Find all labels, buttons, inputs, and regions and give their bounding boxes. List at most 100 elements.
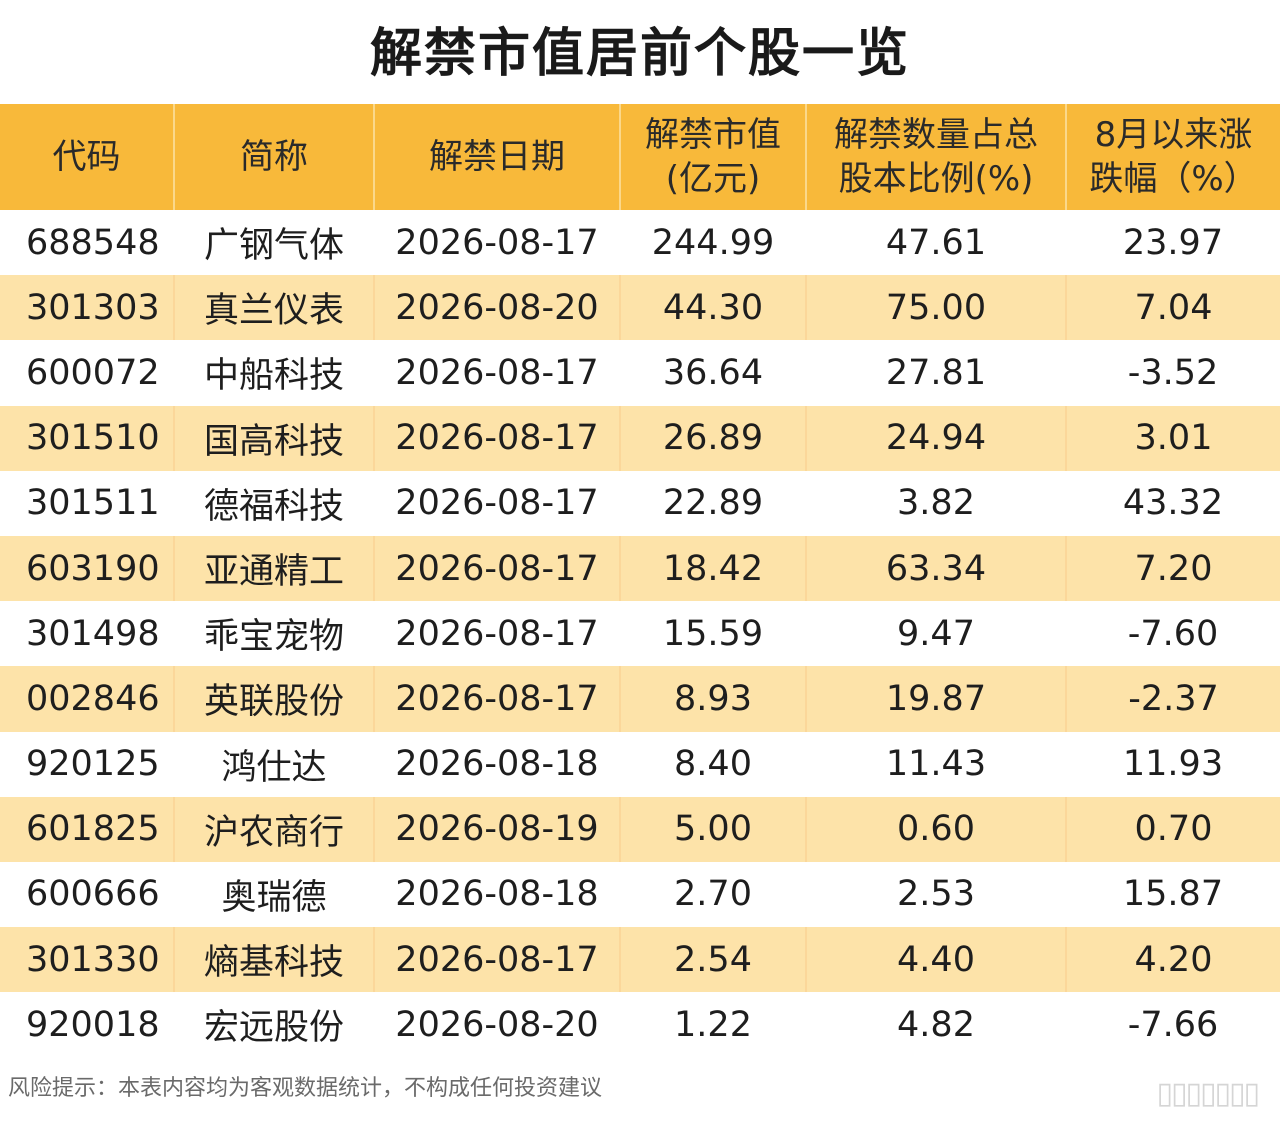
cell-unlock-date: 2026-08-17 bbox=[395, 352, 599, 393]
cell-share-ratio: 0.60 bbox=[805, 796, 1066, 862]
cell-share-ratio: 24.94 bbox=[805, 405, 1066, 471]
table-row: 688548 广钢气体 2026-08-17 244.99 47.61 23.97 bbox=[0, 210, 1280, 275]
cell-share-ratio: 11.43 bbox=[885, 744, 987, 785]
cell-price-change: 7.04 bbox=[1065, 275, 1280, 341]
cell-name: 亚通精工 bbox=[173, 535, 374, 602]
cell-code: 301330 bbox=[0, 927, 174, 993]
watermark-logo: ▯▯▯▯▯▯▯ bbox=[1156, 1076, 1260, 1111]
cell-share-ratio: 4.82 bbox=[897, 1004, 975, 1045]
cell-price-change: 15.87 bbox=[1122, 874, 1224, 915]
cell-name: 英联股份 bbox=[173, 666, 374, 732]
cell-share-ratio: 19.87 bbox=[805, 666, 1066, 732]
header-unlock-value: 解禁市值 (亿元) bbox=[620, 104, 807, 210]
cell-unlock-value: 1.22 bbox=[674, 1004, 752, 1045]
cell-unlock-date: 2026-08-17 bbox=[373, 405, 620, 471]
table-row: 603190 亚通精工 2026-08-17 18.42 63.34 7.20 bbox=[0, 535, 1280, 602]
unlock-table: 代码 简称 解禁日期 解禁市值 (亿元) 解禁数量占总 股本比例(%) 8月以来涨跌… bbox=[0, 104, 1280, 1057]
cell-unlock-value: 44.30 bbox=[619, 275, 806, 341]
cell-code: 601825 bbox=[0, 796, 174, 862]
cell-price-change: 43.32 bbox=[1122, 483, 1224, 524]
table-row: 301511 德福科技 2026-08-17 22.89 3.82 43.32 bbox=[0, 471, 1280, 536]
table-row: 600666 奥瑞德 2026-08-18 2.70 2.53 15.87 bbox=[0, 862, 1280, 927]
cell-unlock-date: 2026-08-19 bbox=[373, 796, 620, 862]
cell-unlock-value: 26.89 bbox=[619, 405, 806, 471]
cell-unlock-date: 2026-08-18 bbox=[395, 874, 599, 915]
cell-share-ratio: 75.00 bbox=[805, 275, 1066, 341]
cell-code: 600666 bbox=[26, 874, 160, 915]
table-row: 301510 国高科技 2026-08-17 26.89 24.94 3.01 bbox=[0, 405, 1280, 471]
cell-unlock-date: 2026-08-18 bbox=[395, 744, 599, 785]
header-price-change: 8月以来涨 跌幅（%） bbox=[1066, 104, 1280, 210]
cell-unlock-value: 244.99 bbox=[651, 222, 775, 263]
table-header-row: 代码 简称 解禁日期 解禁市值 (亿元) 解禁数量占总 股本比例(%) 8月以来涨跌… bbox=[0, 104, 1280, 210]
cell-price-change: 23.97 bbox=[1122, 222, 1224, 263]
cell-unlock-date: 2026-08-20 bbox=[395, 1004, 599, 1045]
cell-share-ratio: 4.40 bbox=[805, 927, 1066, 993]
cell-share-ratio: 47.61 bbox=[885, 222, 987, 263]
table-row: 301498 乖宝宠物 2026-08-17 15.59 9.47 -7.60 bbox=[0, 601, 1280, 666]
cell-share-ratio: 27.81 bbox=[885, 352, 987, 393]
cell-unlock-value: 18.42 bbox=[619, 535, 806, 602]
cell-name: 宏远股份 bbox=[203, 1008, 344, 1049]
cell-name: 广钢气体 bbox=[203, 226, 344, 267]
cell-code: 603190 bbox=[0, 535, 174, 602]
cell-code: 920125 bbox=[26, 744, 160, 785]
cell-unlock-date: 2026-08-17 bbox=[373, 666, 620, 732]
table-row: 600072 中船科技 2026-08-17 36.64 27.81 -3.52 bbox=[0, 340, 1280, 405]
cell-unlock-date: 2026-08-17 bbox=[395, 222, 599, 263]
cell-name: 中船科技 bbox=[203, 356, 344, 397]
table-row: 301330 熵基科技 2026-08-17 2.54 4.40 4.20 bbox=[0, 927, 1280, 993]
header-name: 简称 bbox=[174, 104, 375, 210]
cell-price-change: -7.60 bbox=[1127, 613, 1219, 654]
table-row: 601825 沪农商行 2026-08-19 5.00 0.60 0.70 bbox=[0, 796, 1280, 862]
cell-price-change: 7.20 bbox=[1065, 535, 1280, 602]
page-title: 解禁市值居前个股一览 bbox=[369, 24, 910, 84]
cell-name: 德福科技 bbox=[203, 486, 344, 527]
cell-code: 920018 bbox=[26, 1004, 160, 1045]
cell-name: 奥瑞德 bbox=[221, 877, 327, 918]
table-row: 002846 英联股份 2026-08-17 8.93 19.87 -2.37 bbox=[0, 666, 1280, 732]
cell-unlock-date: 2026-08-17 bbox=[395, 483, 599, 524]
cell-price-change: 4.20 bbox=[1065, 927, 1280, 993]
cell-code: 301498 bbox=[26, 613, 160, 654]
cell-unlock-date: 2026-08-17 bbox=[395, 613, 599, 654]
cell-share-ratio: 2.53 bbox=[897, 874, 975, 915]
cell-code: 600072 bbox=[26, 352, 160, 393]
cell-unlock-value: 15.59 bbox=[662, 613, 764, 654]
cell-name: 国高科技 bbox=[173, 405, 374, 471]
table-row: 920018 宏远股份 2026-08-20 1.22 4.82 -7.66 bbox=[0, 992, 1280, 1057]
header-code: 代码 bbox=[0, 104, 175, 210]
cell-code: 301303 bbox=[0, 275, 174, 341]
table-row: 301303 真兰仪表 2026-08-20 44.30 75.00 7.04 bbox=[0, 275, 1280, 341]
cell-code: 002846 bbox=[0, 666, 174, 732]
cell-code: 688548 bbox=[26, 222, 160, 263]
cell-name: 熵基科技 bbox=[173, 927, 374, 993]
header-unlock-date: 解禁日期 bbox=[374, 104, 621, 210]
cell-price-change: 11.93 bbox=[1122, 744, 1224, 785]
cell-price-change: -3.52 bbox=[1127, 352, 1219, 393]
cell-unlock-value: 8.93 bbox=[619, 666, 806, 732]
cell-unlock-date: 2026-08-17 bbox=[373, 927, 620, 993]
cell-name: 鸿仕达 bbox=[221, 747, 327, 788]
cell-unlock-value: 2.70 bbox=[674, 874, 752, 915]
cell-unlock-value: 2.54 bbox=[619, 927, 806, 993]
cell-share-ratio: 3.82 bbox=[897, 483, 975, 524]
cell-unlock-value: 36.64 bbox=[662, 352, 764, 393]
table-row: 920125 鸿仕达 2026-08-18 8.40 11.43 11.93 bbox=[0, 732, 1280, 797]
cell-unlock-value: 5.00 bbox=[619, 796, 806, 862]
cell-code: 301510 bbox=[0, 405, 174, 471]
cell-name: 沪农商行 bbox=[173, 796, 374, 862]
cell-unlock-value: 8.40 bbox=[674, 744, 752, 785]
cell-name: 真兰仪表 bbox=[173, 275, 374, 341]
cell-code: 301511 bbox=[26, 483, 160, 524]
cell-price-change: -7.66 bbox=[1127, 1004, 1219, 1045]
risk-disclaimer: 风险提示：本表内容均为客观数据统计，不构成任何投资建议 bbox=[8, 1076, 603, 1101]
cell-unlock-value: 22.89 bbox=[662, 483, 764, 524]
cell-price-change: -2.37 bbox=[1065, 666, 1280, 732]
cell-unlock-date: 2026-08-20 bbox=[373, 275, 620, 341]
header-share-ratio: 解禁数量占总 股本比例(%) bbox=[806, 104, 1067, 210]
cell-share-ratio: 9.47 bbox=[897, 613, 975, 654]
cell-price-change: 3.01 bbox=[1065, 405, 1280, 471]
cell-name: 乖宝宠物 bbox=[203, 617, 344, 658]
cell-price-change: 0.70 bbox=[1065, 796, 1280, 862]
